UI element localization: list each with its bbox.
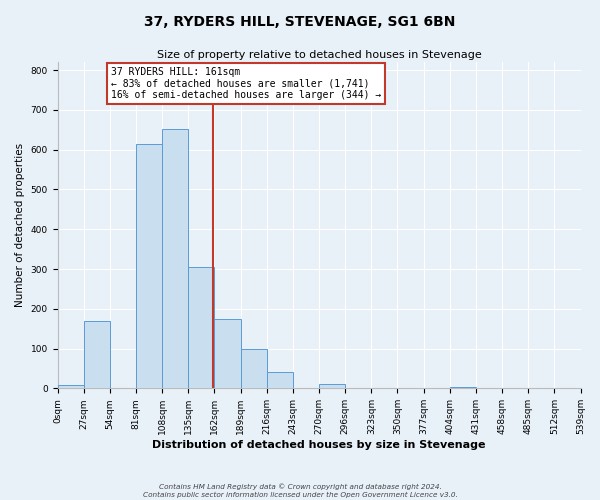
Y-axis label: Number of detached properties: Number of detached properties: [15, 143, 25, 308]
Text: Contains HM Land Registry data © Crown copyright and database right 2024.
Contai: Contains HM Land Registry data © Crown c…: [143, 484, 457, 498]
Bar: [450, 387, 476, 388]
Text: 37, RYDERS HILL, STEVENAGE, SG1 6BN: 37, RYDERS HILL, STEVENAGE, SG1 6BN: [145, 15, 455, 29]
Text: 37 RYDERS HILL: 161sqm
← 83% of detached houses are smaller (1,741)
16% of semi-: 37 RYDERS HILL: 161sqm ← 83% of detached…: [111, 67, 381, 100]
Bar: [136, 144, 162, 388]
X-axis label: Distribution of detached houses by size in Stevenage: Distribution of detached houses by size …: [152, 440, 486, 450]
Bar: [83, 320, 110, 388]
Bar: [214, 318, 241, 388]
Bar: [58, 385, 83, 388]
Bar: [319, 384, 345, 388]
Bar: [267, 372, 293, 388]
Bar: [241, 350, 267, 389]
Bar: [188, 267, 214, 388]
Title: Size of property relative to detached houses in Stevenage: Size of property relative to detached ho…: [157, 50, 481, 60]
Bar: [162, 128, 188, 388]
